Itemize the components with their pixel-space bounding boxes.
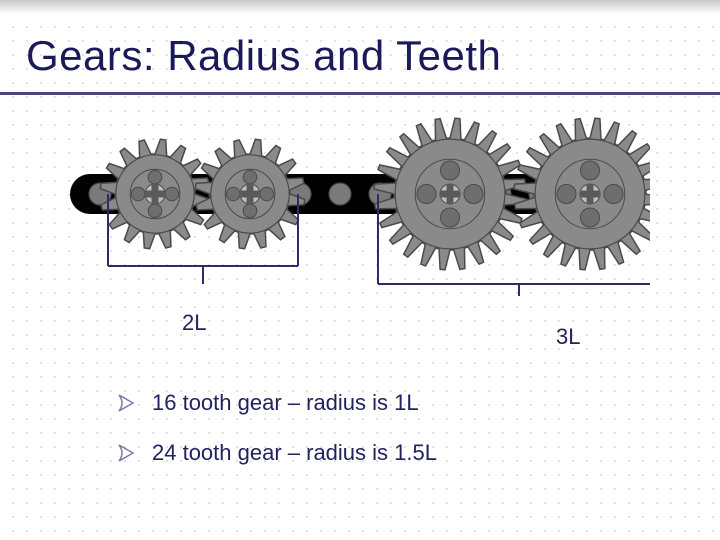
bullet-text-1: 16 tooth gear – radius is 1L bbox=[152, 390, 419, 416]
top-gradient bbox=[0, 0, 720, 14]
bracket-label-right: 3L bbox=[556, 324, 580, 350]
title-underline bbox=[0, 92, 720, 95]
bullet-icon bbox=[116, 393, 136, 413]
bullet-row-2: 24 tooth gear – radius is 1.5L bbox=[116, 440, 437, 466]
gear-figure bbox=[50, 116, 650, 301]
bullet-text-2: 24 tooth gear – radius is 1.5L bbox=[152, 440, 437, 466]
bullet-icon bbox=[116, 443, 136, 463]
bullet-row-1: 16 tooth gear – radius is 1L bbox=[116, 390, 419, 416]
bracket-label-left: 2L bbox=[182, 310, 206, 336]
page-title: Gears: Radius and Teeth bbox=[26, 32, 501, 80]
